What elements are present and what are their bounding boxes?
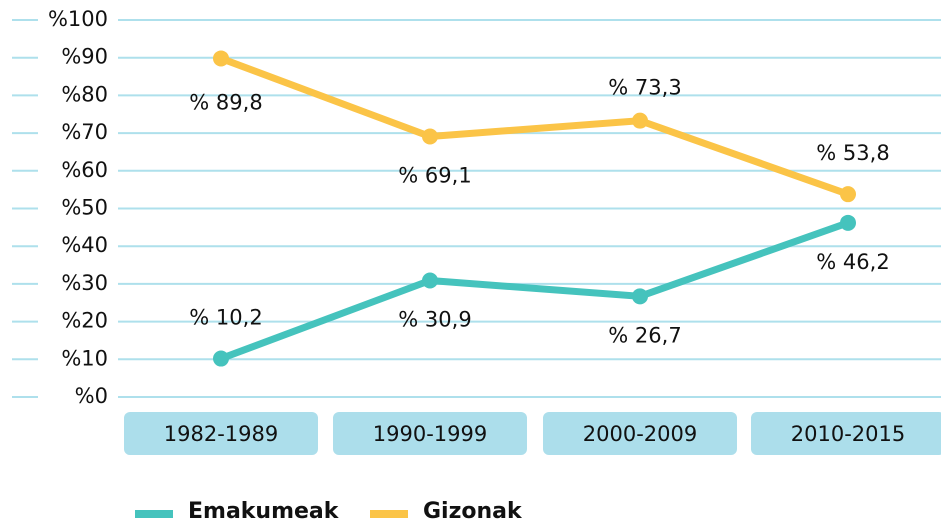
data-point	[422, 128, 438, 145]
data-label: % 30,9	[398, 308, 471, 332]
series-line	[219, 55, 850, 198]
data-point	[632, 112, 648, 129]
y-tick-label: %90	[61, 45, 108, 69]
data-point	[422, 272, 438, 289]
y-tick-label: %70	[61, 120, 108, 144]
y-tick-label: %40	[61, 233, 108, 257]
legend-label: Emakumeak	[188, 499, 340, 524]
data-point	[840, 214, 856, 231]
y-tick-label: %50	[61, 196, 108, 220]
y-tick-label: %10	[61, 346, 108, 370]
series-line	[219, 219, 850, 362]
x-tick-label: 1982-1989	[164, 422, 278, 446]
data-label: % 46,2	[816, 250, 889, 274]
category-box	[333, 412, 527, 455]
data-label: % 26,7	[608, 323, 681, 347]
legend-label: Gizonak	[423, 499, 523, 524]
y-tick-label: %0	[75, 384, 108, 408]
data-label: % 53,8	[816, 141, 889, 165]
y-tick-label: %80	[61, 82, 108, 106]
category-box	[124, 412, 318, 455]
x-tick-label: 1990-1999	[373, 422, 487, 446]
category-box	[751, 412, 941, 455]
x-tick-label: 2010-2015	[791, 422, 905, 446]
data-label: % 10,2	[189, 306, 262, 330]
y-tick-label: %30	[61, 271, 108, 295]
y-tick-label: %60	[61, 158, 108, 182]
y-tick-label: %20	[61, 309, 108, 333]
data-point	[213, 350, 229, 367]
data-label: % 89,8	[189, 90, 262, 114]
data-label: % 69,1	[398, 163, 471, 187]
data-point	[213, 50, 229, 67]
category-box	[543, 412, 737, 455]
data-point	[840, 186, 856, 203]
data-point	[632, 288, 648, 305]
x-tick-label: 2000-2009	[583, 422, 697, 446]
data-label: % 73,3	[608, 76, 681, 100]
y-tick-label: %100	[48, 7, 108, 31]
